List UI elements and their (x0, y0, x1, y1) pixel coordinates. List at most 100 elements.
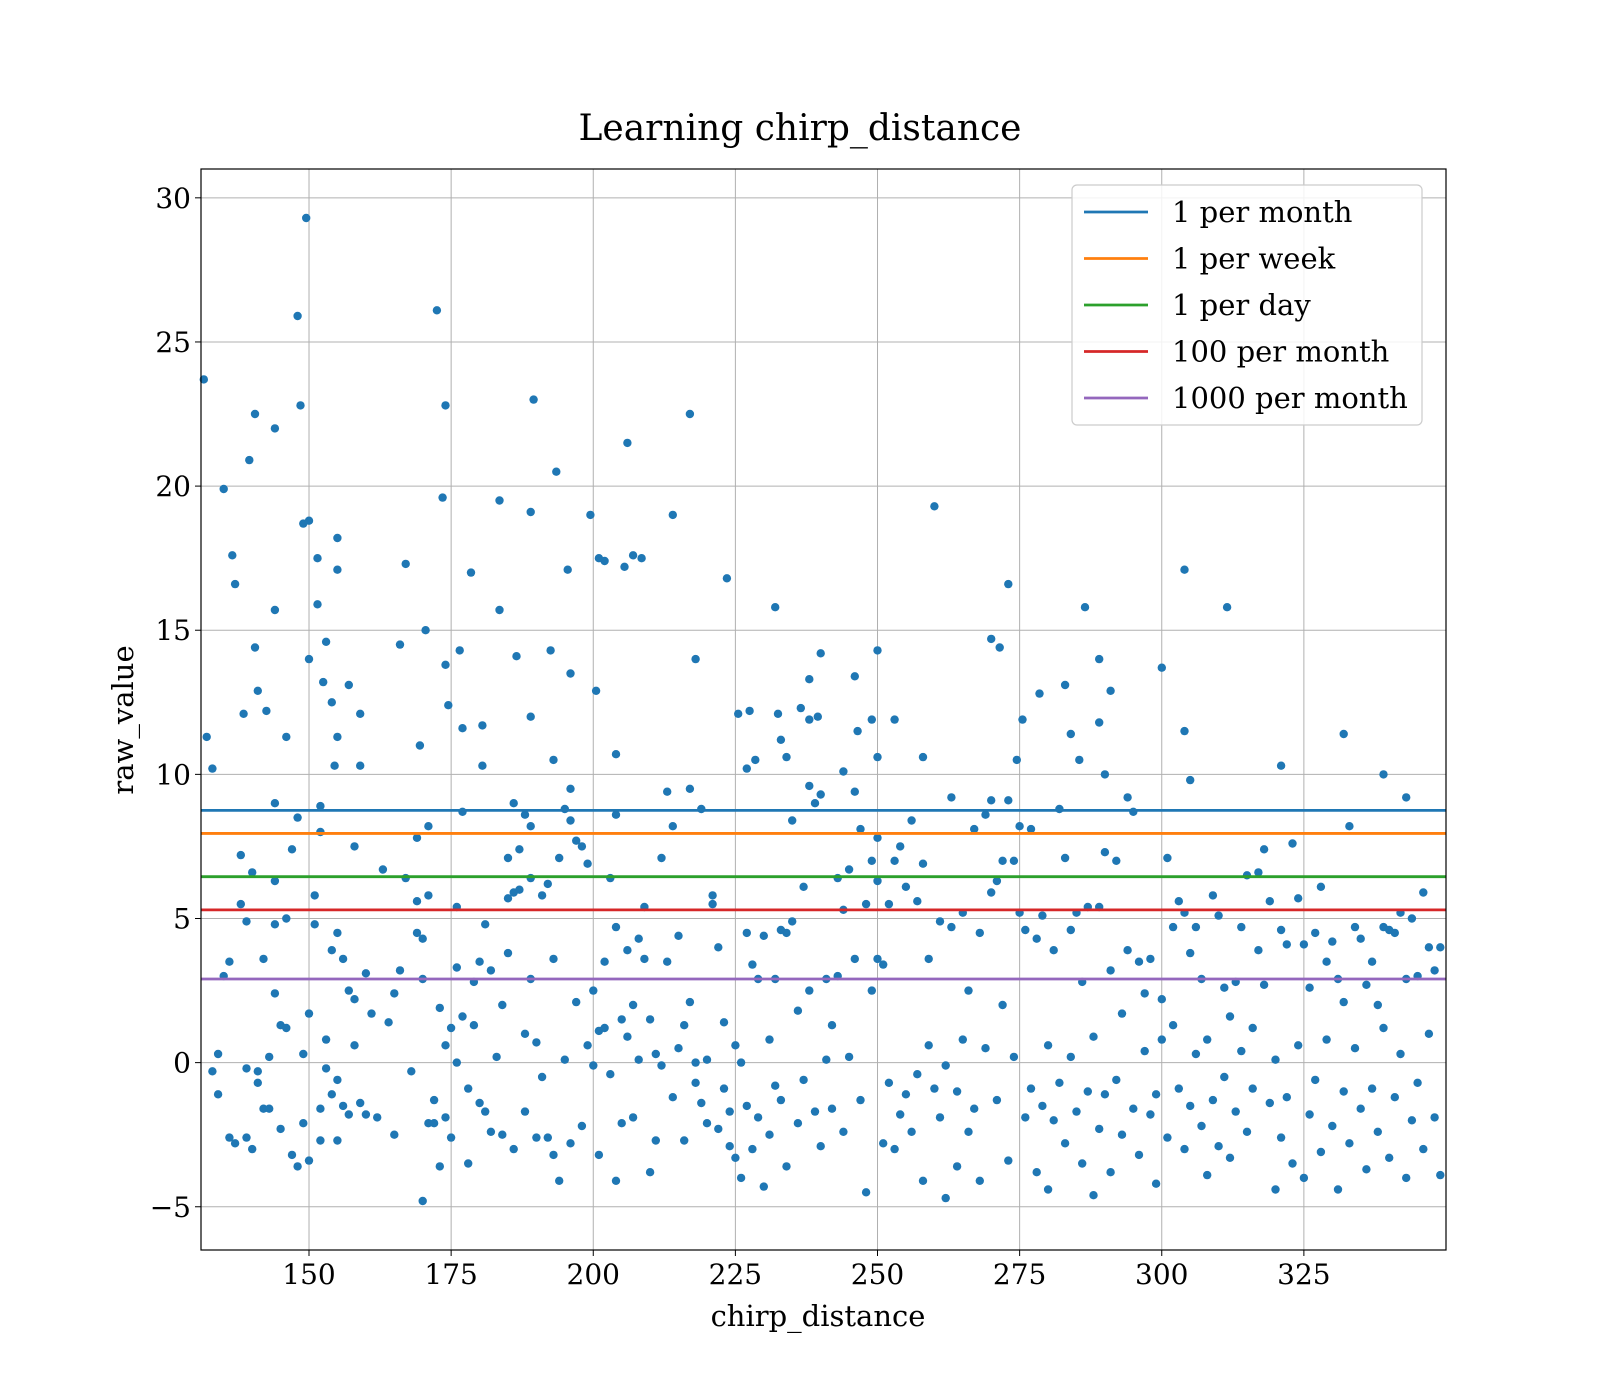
scatter-point (776, 1095, 786, 1105)
scatter-point (444, 701, 453, 710)
scatter-point (495, 496, 504, 505)
scatter-point (822, 1055, 831, 1064)
scatter-point (395, 966, 405, 975)
scatter-point (1066, 729, 1076, 739)
scatter-point (1123, 793, 1132, 802)
scatter-point (1350, 922, 1360, 932)
scatter-point (498, 1130, 507, 1139)
scatter-point (418, 1196, 427, 1206)
legend-label: 1000 per month (1172, 381, 1408, 415)
scatter-point (1345, 1139, 1354, 1148)
scatter-point (356, 761, 365, 770)
x-tick-label: 225 (709, 1258, 762, 1291)
scatter-point (333, 1075, 342, 1085)
scatter-point (1436, 943, 1445, 952)
scatter-point (1242, 1127, 1252, 1137)
scatter-point (321, 1035, 331, 1044)
scatter-point (230, 1139, 240, 1148)
scatter-point (1288, 1159, 1297, 1168)
scatter-point (708, 891, 717, 900)
scatter-point (253, 1078, 262, 1088)
scatter-point (788, 917, 797, 926)
scatter-point (520, 1029, 530, 1039)
scatter-point (407, 1067, 416, 1076)
scatter-point (327, 946, 336, 955)
scatter-point (356, 1098, 365, 1108)
scatter-point (1089, 1032, 1098, 1041)
scatter-point (350, 995, 359, 1004)
scatter-point (1095, 1124, 1104, 1134)
scatter-point (1265, 1098, 1275, 1108)
scatter-point (515, 885, 524, 894)
scatter-point (1413, 1078, 1422, 1088)
scatter-point (304, 516, 314, 525)
scatter-point (537, 891, 547, 900)
scatter-point (1100, 848, 1110, 857)
scatter-point (452, 963, 461, 972)
y-tick-label: −5 (150, 1191, 191, 1224)
scatter-point (1009, 856, 1019, 865)
x-axis-label: chirp_distance (711, 1299, 926, 1334)
scatter-point (361, 969, 371, 978)
scatter-point (412, 928, 422, 938)
scatter-point (293, 813, 302, 822)
scatter-point (1038, 1101, 1047, 1111)
scatter-point (270, 605, 280, 615)
scatter-point (552, 467, 561, 476)
legend-label: 100 per month (1172, 335, 1389, 369)
scatter-point (481, 1107, 490, 1116)
scatter-point (282, 732, 291, 742)
scatter-point (304, 1009, 314, 1018)
scatter-point (691, 1058, 700, 1067)
scatter-point (924, 1041, 933, 1050)
scatter-point (464, 1084, 473, 1093)
scatter-point (1100, 1090, 1110, 1099)
scatter-point (1191, 1049, 1201, 1059)
x-tick-label: 325 (1277, 1258, 1330, 1291)
scatter-point (896, 1110, 905, 1119)
scatter-point (1333, 1185, 1343, 1194)
scatter-point (947, 793, 956, 802)
scatter-point (1129, 807, 1138, 816)
scatter-point (924, 954, 933, 964)
scatter-point (773, 709, 783, 718)
scatter-point (1254, 946, 1263, 955)
scatter-point (1222, 603, 1232, 612)
scatter-point (1055, 1078, 1064, 1088)
scatter-point (344, 986, 353, 995)
scatter-point (1419, 888, 1428, 897)
scatter-point (549, 755, 558, 765)
scatter-point (600, 1023, 609, 1033)
scatter-point (330, 761, 339, 770)
scatter-point (253, 686, 262, 695)
scatter-point (1123, 946, 1132, 955)
x-tick-label: 250 (851, 1258, 904, 1291)
scatter-point (583, 859, 592, 868)
scatter-point (515, 845, 524, 854)
scatter-point (611, 810, 621, 819)
scatter-point (702, 1119, 712, 1128)
scatter-point (1180, 726, 1189, 736)
scatter-point (617, 1119, 626, 1128)
scatter-point (566, 816, 575, 825)
scatter-point (265, 1104, 274, 1113)
scatter-point (458, 1012, 467, 1021)
scatter-point (1339, 1087, 1348, 1096)
scatter-point (759, 1182, 768, 1191)
scatter-point (782, 1162, 791, 1171)
scatter-point (742, 764, 751, 773)
scatter-point (708, 899, 717, 909)
scatter-point (1424, 943, 1434, 952)
scatter-point (611, 922, 621, 932)
legend-entries: 1 per month 1 per week 1 per day 100 per mo… (1084, 195, 1408, 415)
scatter-point (304, 1156, 314, 1165)
scatter-point (415, 741, 425, 750)
scatter-point (236, 850, 245, 860)
scatter-point (429, 1119, 439, 1128)
scatter-point (628, 551, 638, 560)
scatter-point (1197, 1121, 1206, 1131)
scatter-point (734, 709, 743, 718)
scatter-point (697, 1098, 706, 1108)
scatter-point (1328, 937, 1337, 946)
